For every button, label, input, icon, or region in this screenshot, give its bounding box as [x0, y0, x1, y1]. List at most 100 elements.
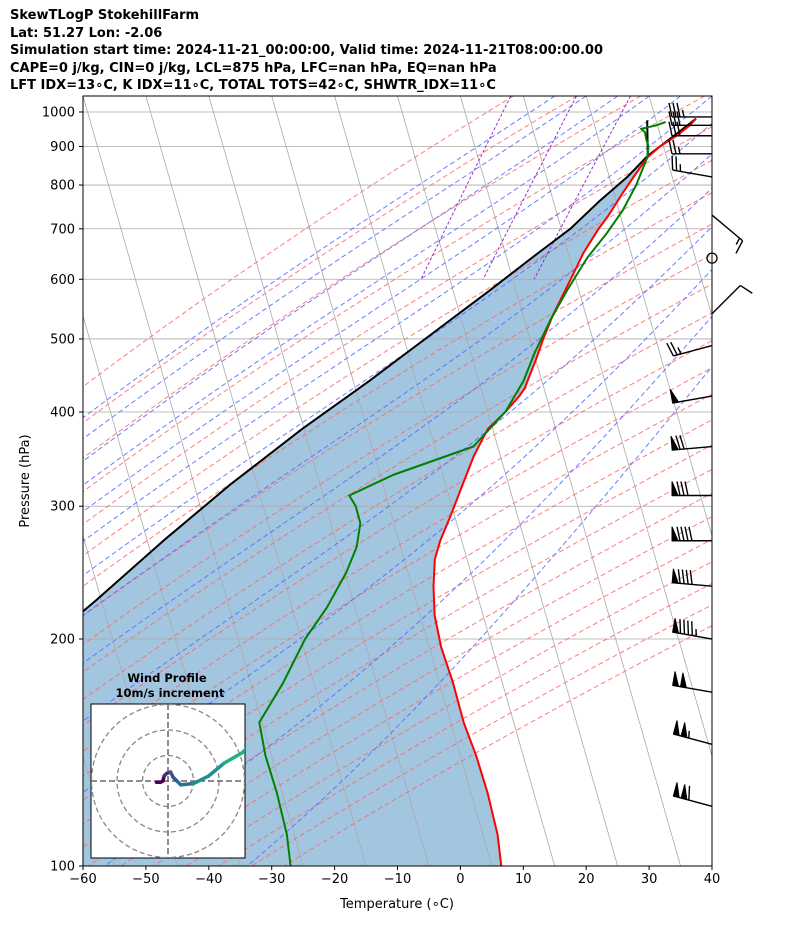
barb-full — [668, 111, 673, 126]
chart-header: SkewTLogP StokehillFarm Lat: 51.27 Lon: … — [10, 7, 790, 95]
barb-staff — [673, 344, 713, 357]
barb-staff — [672, 445, 713, 451]
hodograph-content — [91, 704, 245, 858]
wind-barb — [668, 121, 712, 137]
cape-cin-levels: CAPE=0 j/kg, CIN=0 j/kg, LCL=875 hPa, LF… — [10, 60, 497, 76]
y-tick-label: 100 — [50, 860, 75, 875]
parcel-profile-line — [83, 117, 697, 613]
moist-adiabat-line — [83, 96, 681, 513]
wind-barb — [668, 139, 712, 155]
moist-adiabat-line — [83, 96, 618, 462]
y-tick-label: 1000 — [42, 105, 75, 120]
barb-full — [687, 620, 690, 635]
moist-adiabat-line — [83, 96, 650, 486]
barb-full — [688, 526, 693, 541]
stability-indices: LFT IDX=13∘C, K IDX=11∘C, TOTAL TOTS=42∘… — [10, 78, 496, 94]
isotherm-line — [460, 96, 681, 866]
barb-full — [676, 121, 681, 136]
barb-half — [735, 237, 741, 245]
x-axis-ticks: −60 −50 −40 −30 −20 −10 0 10 20 30 40 — [69, 866, 720, 887]
y-axis-label: Pressure (hPa) — [18, 434, 33, 527]
wind-barb — [671, 155, 713, 178]
barb-staff — [672, 395, 713, 404]
hodograph-segment — [179, 781, 196, 787]
barb-full — [680, 481, 685, 496]
barb-full — [739, 284, 753, 294]
barb-full — [688, 785, 691, 801]
hodograph-segment — [207, 761, 226, 778]
simulation-times: Simulation start time: 2024-11-21_00:00:… — [10, 43, 603, 59]
x-tick-label: 10 — [515, 872, 532, 887]
wind-barb — [668, 111, 712, 127]
dry-adiabat-line — [83, 340, 712, 727]
isotherm-line — [711, 96, 712, 98]
wind-barbs — [666, 102, 753, 807]
isotherm-line — [397, 96, 619, 866]
barb-full — [677, 569, 681, 584]
barb-staff — [711, 214, 744, 242]
barb-full — [676, 481, 681, 496]
y-tick-label: 500 — [50, 332, 75, 347]
wind-barb — [670, 435, 713, 451]
y-tick-label: 600 — [50, 273, 75, 288]
y-tick-label: 900 — [50, 140, 75, 155]
hodograph-inset: Wind Profile 10m/s increment — [90, 671, 246, 859]
wind-barb — [672, 618, 713, 640]
barb-full — [668, 139, 673, 154]
wind-barb — [672, 671, 713, 693]
x-tick-label: −50 — [132, 872, 159, 887]
barb-flag — [669, 388, 680, 404]
hodograph-title: Wind Profile — [127, 671, 207, 685]
x-tick-label: 40 — [704, 872, 721, 887]
isotherm-line — [585, 96, 712, 538]
isotherm-line — [334, 96, 556, 866]
hodograph-segment — [240, 747, 245, 755]
barb-full — [672, 121, 677, 136]
dry-adiabat-line — [83, 393, 712, 777]
barb-full — [675, 156, 678, 171]
dry-adiabat-line — [83, 192, 712, 587]
moist-adiabat-line — [83, 96, 712, 542]
x-axis-label: Temperature (∘C) — [339, 897, 454, 912]
cin-shaded-area — [83, 118, 697, 866]
x-tick-label: −40 — [195, 872, 222, 887]
barb-staff — [673, 733, 713, 746]
dry-adiabat-line — [83, 96, 578, 424]
x-tick-label: −20 — [321, 872, 348, 887]
barb-flag — [679, 672, 688, 689]
moist-adiabat-line — [83, 122, 712, 577]
moist-adiabat-line — [83, 96, 587, 440]
barb-flag — [680, 722, 688, 739]
hodograph-segment — [191, 774, 211, 786]
dewpoint-profile-line — [258, 121, 666, 866]
moist-adiabat-line — [246, 365, 712, 866]
dry-adiabat-line — [83, 312, 712, 700]
dry-adiabat-line — [83, 96, 514, 388]
barb-flag — [671, 526, 679, 542]
barb-flag — [672, 671, 680, 687]
barb-full — [691, 621, 694, 636]
x-tick-label: 30 — [641, 872, 658, 887]
hodograph-subtitle: 10m/s increment — [116, 686, 225, 700]
barb-half — [677, 347, 682, 355]
isotherm-line — [145, 96, 367, 866]
wind-barb — [669, 388, 713, 404]
barb-flag — [671, 481, 679, 497]
barb-full — [689, 570, 693, 585]
y-tick-label: 400 — [50, 406, 75, 421]
dry-adiabat-line — [83, 223, 712, 617]
wind-barb — [668, 102, 712, 118]
wind-barb — [672, 782, 713, 807]
barb-full — [679, 619, 682, 634]
barb-staff — [711, 284, 741, 315]
barb-flag — [672, 720, 680, 737]
moist-adiabat-line — [83, 187, 712, 664]
y-tick-label: 300 — [50, 500, 75, 515]
wind-barb — [671, 568, 713, 587]
barb-full — [671, 155, 674, 171]
station-title: SkewTLogP StokehillFarm — [10, 8, 200, 23]
isotherm-line — [648, 96, 712, 318]
y-tick-label: 700 — [50, 222, 75, 237]
dry-adiabat-line — [120, 516, 712, 866]
